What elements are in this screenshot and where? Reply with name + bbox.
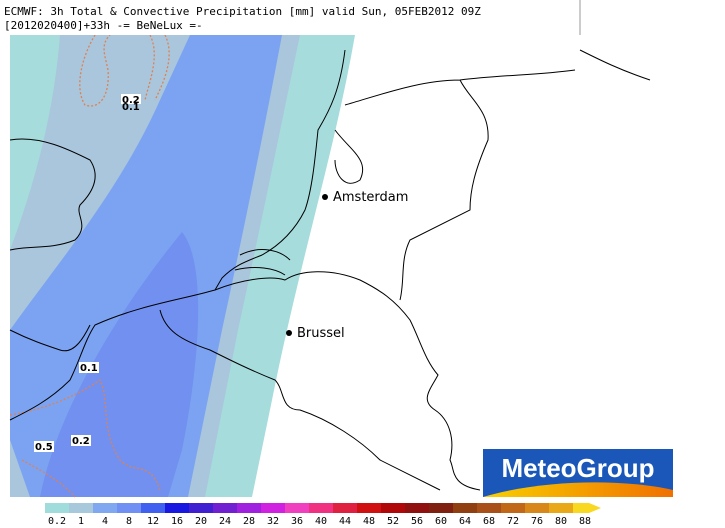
precipitation [10, 35, 355, 497]
label-box [34, 441, 54, 452]
logo-text: MeteoGroup [501, 453, 654, 483]
legend-swatch [429, 503, 453, 513]
legend-label: 60 [435, 516, 447, 527]
contour [21, 459, 76, 498]
coast [9, 324, 91, 352]
legend-label: 72 [507, 516, 519, 527]
legend-swatch [549, 503, 573, 513]
legend-swatch [357, 503, 381, 513]
legend-swatch [381, 503, 405, 513]
legend-label: 80 [555, 516, 567, 527]
legend-swatch [93, 503, 117, 513]
legend-swatch [237, 503, 261, 513]
legend-swatch [405, 503, 429, 513]
legend-swatch [141, 503, 165, 513]
contour-label: 0.2 [72, 436, 90, 447]
legend-label: 4 [102, 516, 108, 527]
label-box [71, 435, 91, 446]
contour-label: 0.5 [35, 442, 53, 453]
legend-swatch [285, 503, 309, 513]
legend-label: 56 [411, 516, 423, 527]
legend-label: 52 [387, 516, 399, 527]
coast [9, 138, 96, 251]
legend-label: 88 [579, 516, 591, 527]
legend-label: 40 [315, 516, 327, 527]
legend-label: 24 [219, 516, 231, 527]
legend-swatch [213, 503, 237, 513]
legend-label: 36 [291, 516, 303, 527]
legend-label: 64 [459, 516, 471, 527]
legend-label: 44 [339, 516, 351, 527]
legend-label: 0.2 [48, 516, 66, 527]
legend-swatch [189, 503, 213, 513]
city-label: Brussel [297, 326, 345, 341]
legend-swatch [477, 503, 501, 513]
legend-label: 48 [363, 516, 375, 527]
contour-labels: 0.2 0.1 0.1 0.2 0.5 [34, 94, 141, 453]
contour-label: 0.1 [122, 102, 140, 113]
legend-label: 8 [126, 516, 132, 527]
legend-label: 32 [267, 516, 279, 527]
contour [9, 379, 161, 491]
legend-label: 16 [171, 516, 183, 527]
label-box [121, 94, 141, 104]
contour-label: 0.2 [122, 95, 140, 106]
legend-swatch [501, 503, 525, 513]
contours [9, 34, 170, 498]
legend-label: 68 [483, 516, 495, 527]
band-blue [10, 35, 282, 497]
legend-swatch [117, 503, 141, 513]
band-core [40, 232, 199, 497]
city-dot [322, 194, 328, 200]
contour [154, 34, 170, 101]
legend-swatch [453, 503, 477, 513]
coast [234, 249, 291, 276]
header-line: [2012020400]+33h -= BeNeLux =- [4, 19, 203, 32]
logo-arc [483, 482, 673, 497]
legend-swatch [165, 503, 189, 513]
border [344, 69, 576, 301]
coast [334, 49, 651, 184]
border [214, 271, 481, 491]
legend-label: 1 [78, 516, 84, 527]
label-box [79, 362, 99, 373]
logo: MeteoGroup [483, 449, 673, 497]
legend-label: 28 [243, 516, 255, 527]
legend-swatch [333, 503, 357, 513]
legend-swatch [309, 503, 333, 513]
contour [144, 34, 155, 101]
legend-swatch [573, 503, 601, 513]
header-box [0, 0, 580, 35]
legend-label: 20 [195, 516, 207, 527]
legend-swatch [69, 503, 93, 513]
border [159, 309, 441, 491]
contour-label: 0.1 [80, 363, 98, 374]
city-label: Amsterdam [333, 190, 408, 205]
legend: 0.2 1 4 8 12 16 20 24 28 32 36 40 44 48 52 56 60 64 68 72 76… [45, 503, 601, 527]
coastlines [9, 49, 651, 491]
legend-swatch [261, 503, 285, 513]
legend-label: 76 [531, 516, 543, 527]
city-dot [286, 330, 292, 336]
header-line: ECMWF: 3h Total & Convective Precipitati… [4, 5, 481, 18]
legend-swatch [525, 503, 549, 513]
coast [9, 49, 346, 421]
legend-label: 12 [147, 516, 159, 527]
legend-swatch [45, 503, 69, 513]
